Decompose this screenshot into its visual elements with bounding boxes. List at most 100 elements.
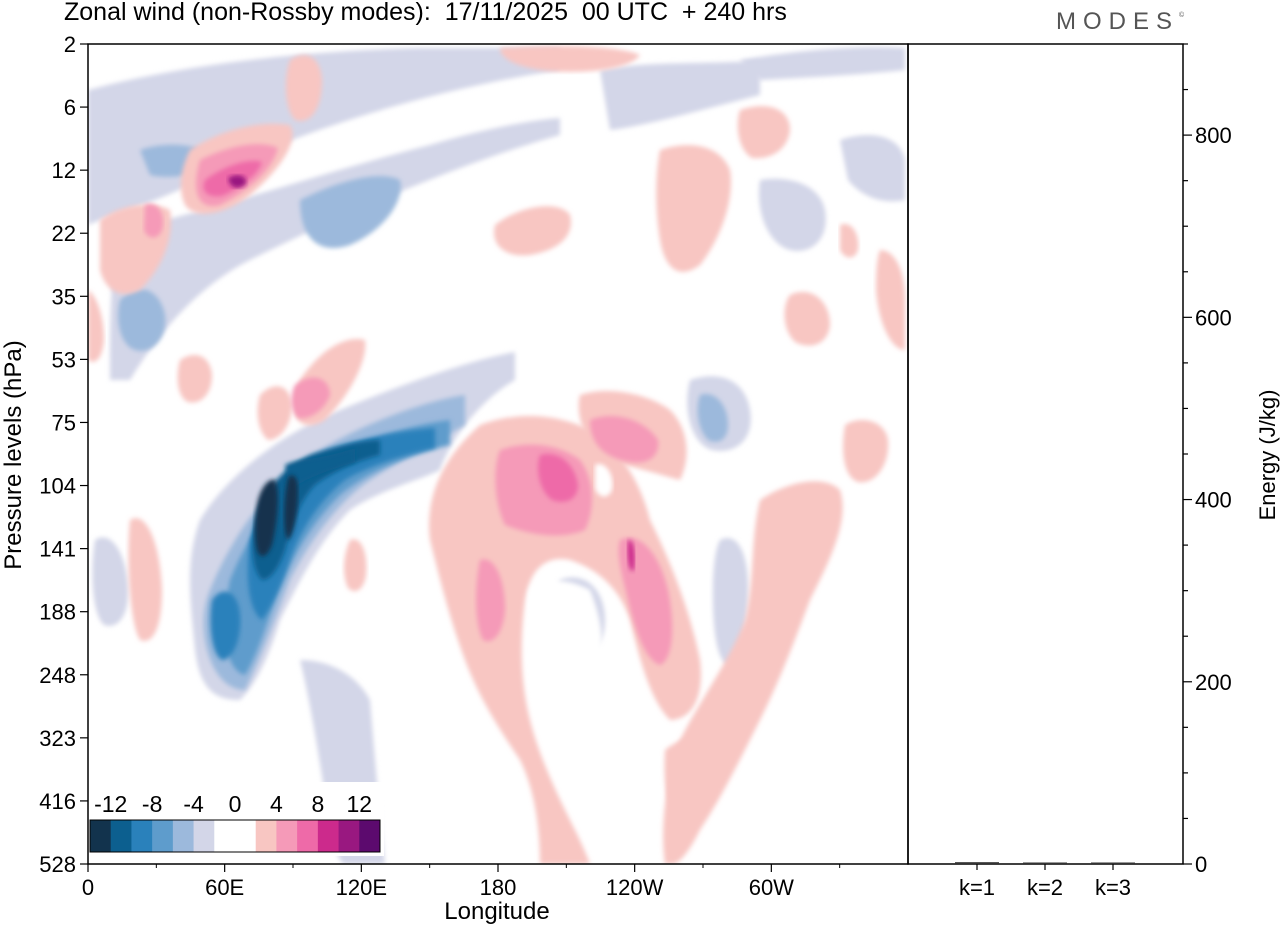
energy-category-label: k=3 [1095,875,1131,900]
energy-tick-label: 200 [1195,670,1232,695]
contour-region-4 [840,135,905,202]
contour-region-50 [291,377,330,419]
energy-panel: 0 200 400 600 800 k=1 k=2 k=3 [955,43,1232,900]
colorbar-swatch [297,820,319,852]
contour-region-16 [697,394,728,442]
energy-category-label: k=1 [959,875,995,900]
contour-region-24 [500,46,640,72]
x-axis-label: Longitude [444,898,550,925]
contour-region-1 [110,118,560,380]
x-tick-label: 60E [205,875,244,900]
colorbar-label: 8 [311,791,324,817]
y-tick-label: 141 [39,537,76,562]
contour-region-3 [740,47,905,80]
brand-name: MODES [1056,8,1180,35]
contour-region-9 [92,537,129,626]
y-tick-label: 104 [39,474,76,499]
contour-region-33 [656,145,731,272]
y-tick-label: 248 [39,663,76,688]
colorbar-swatch [255,820,277,852]
colorbar-swatch [90,820,112,852]
contour-region-21 [285,448,355,490]
y-tick-label: 416 [39,789,76,814]
contour-region-5 [759,178,826,251]
colorbar-swatch [338,820,360,852]
contour-region-57 [529,580,602,662]
colorbar-swatch [235,820,257,852]
contour-region-35 [784,291,830,346]
colorbar-swatch [317,820,340,852]
heatmap-field [88,46,905,864]
contour-region-38 [840,224,859,258]
colorbar: -12 -8 -4 0 4 8 12 [86,782,384,856]
contour-region-29 [177,355,212,403]
y-tick-label: 6 [64,95,76,120]
x-tick-label: 120E [336,875,387,900]
x-axis: 0 60E 120E 180 120W 60W [82,864,841,900]
energy-bar [955,862,999,864]
x-tick-label: 60W [749,875,794,900]
chart-title: Zonal wind (non-Rossby modes): 17/11/202… [64,0,787,26]
x-tick-label: 180 [480,875,517,900]
contour-region-40 [429,415,701,864]
y-tick-label: 2 [64,32,76,57]
colorbar-label: 4 [270,791,283,817]
y-axis-pressure: 2 6 12 22 35 53 75 104 141 188 248 323 416 528 [39,32,88,877]
contour-region-26 [285,55,322,121]
contour-region-34 [737,106,790,159]
contour-region-42 [664,737,721,820]
colorbar-label: -4 [183,791,204,817]
colorbar-swatch [131,820,153,852]
contour-region-0 [88,48,560,225]
x-tick-label: 0 [82,875,94,900]
contour-region-43 [128,518,162,641]
contour-region-54 [228,175,247,188]
energy-plot-frame [907,43,1184,865]
colorbar-frame [89,819,381,853]
energy-axis-label: Energy (J/kg) [1255,389,1280,521]
colorbar-label: 0 [229,791,242,817]
contour-region-14 [300,176,401,248]
colorbar-swatch [110,820,132,852]
contour-region-46 [590,416,659,463]
y-tick-label: 35 [52,284,76,309]
energy-tick-label: 400 [1195,488,1232,513]
y-tick-label: 528 [39,852,76,877]
contour-region-11 [712,538,749,665]
y-tick-label: 188 [39,600,76,625]
contour-region-32 [494,206,571,256]
energy-tick-label: 0 [1195,852,1207,877]
y-tick-label: 75 [52,410,76,435]
contour-region-19 [210,591,241,660]
colorbar-swatch [214,820,236,852]
energy-tick-label: 600 [1195,305,1232,330]
contour-region-22 [254,479,278,557]
colorbar-swatch [172,820,195,852]
colorbar-label: -8 [142,791,162,817]
brand-mark: © [1179,12,1185,19]
brand-logo: MODES© [1056,8,1184,36]
colorbar-swatch [152,820,174,852]
contour-region-52 [538,454,578,502]
y-tick-label: 22 [52,221,76,246]
colorbar-label: 12 [346,791,372,817]
contour-region-13 [118,289,166,351]
contour-region-2 [600,60,760,130]
energy-bar [1023,862,1067,864]
contour-region-56 [595,464,613,497]
contour-region-28 [88,290,104,362]
energy-category-label: k=2 [1027,875,1063,900]
contour-region-20 [252,440,380,580]
y-tick-label: 12 [52,158,76,183]
x-tick-label: 120W [606,875,664,900]
contour-region-44 [344,539,367,592]
y-tick-label: 53 [52,347,76,372]
energy-tick-label: 800 [1195,123,1232,148]
contour-region-55 [627,539,635,571]
contour-region-36 [876,250,905,350]
colorbar-swatch [193,820,215,852]
energy-bar [1091,862,1135,864]
contour-region-51 [144,204,164,238]
colorbar-label: -12 [94,791,127,817]
